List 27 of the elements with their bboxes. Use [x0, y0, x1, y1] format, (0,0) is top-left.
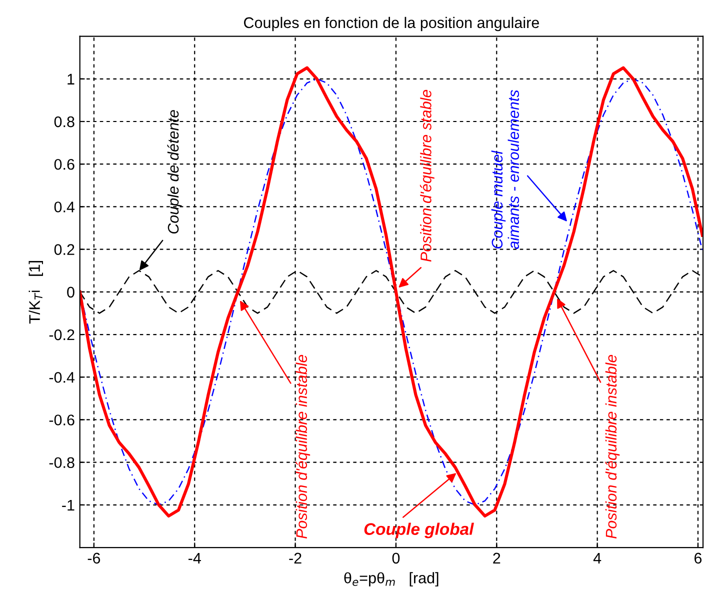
- annotation: Couple global: [364, 522, 474, 538]
- y-tick-label: -0.8: [49, 457, 74, 468]
- y-tick-label: -0.4: [49, 372, 75, 383]
- x-tick-label: 6: [694, 552, 702, 564]
- y-tick-label: 0.8: [54, 116, 74, 128]
- x-tick-label: 2: [493, 552, 500, 564]
- y-axis-title: T/K$_{T}$i [1]: [28, 261, 43, 324]
- chart-title: Couples en fonction de la position angulaire: [244, 16, 539, 32]
- text: θ$_{e}$=pθ$_{m}$ [rad]: [344, 572, 438, 586]
- annotation: Couple de détente: [167, 110, 182, 234]
- x-tick-label: -2: [289, 552, 302, 564]
- x-tick-label: -6: [88, 552, 100, 564]
- x-tick-label: 4: [593, 552, 602, 564]
- y-tick-label: -0.6: [49, 414, 74, 426]
- annotation: Position d'équilibre instable: [296, 354, 310, 539]
- y-tick-label: 0.2: [54, 244, 74, 255]
- y-tick-label: 0: [67, 286, 74, 298]
- annotation: Position d'équilibre stable: [420, 90, 434, 262]
- annotation: Position d'équilibre instable: [605, 354, 620, 539]
- x-tick-label: 0: [392, 552, 400, 564]
- y-tick-label: -1: [62, 500, 74, 510]
- annotation: Couple mutuel aimants - enroulements: [491, 90, 520, 249]
- y-tick-label: -0.2: [49, 329, 74, 340]
- x-tick-label: -4: [188, 552, 201, 564]
- y-tick-label: 0.4: [54, 202, 75, 212]
- y-tick-label: 1: [68, 74, 74, 84]
- y-tick-label: 0.6: [54, 158, 74, 170]
